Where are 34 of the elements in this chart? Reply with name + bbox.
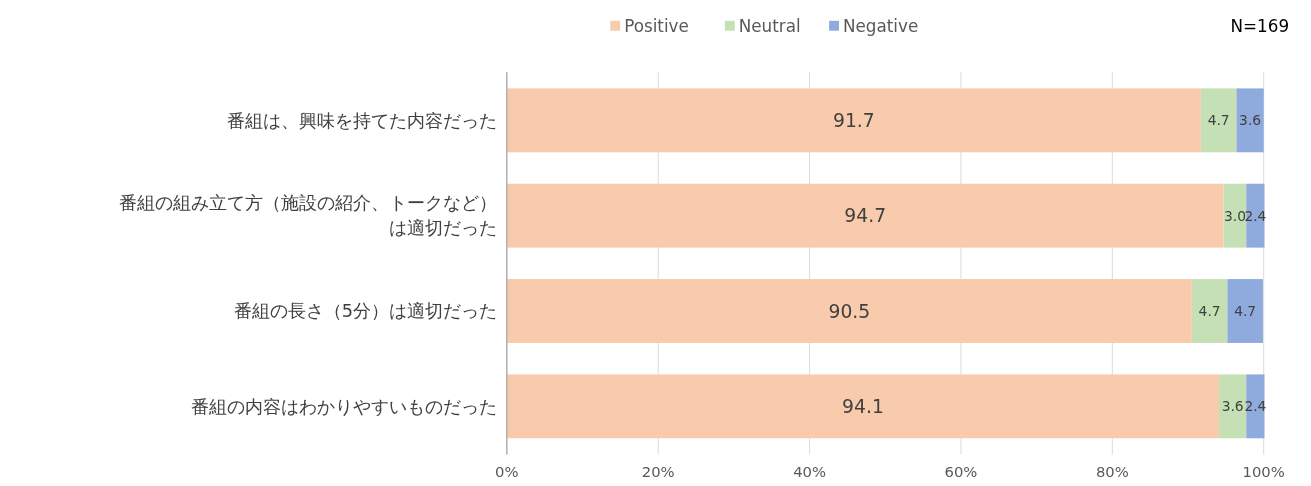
data-label: 3.0: [1223, 207, 1246, 224]
x-tick-label: 100%: [1242, 463, 1285, 481]
data-label: 94.7: [844, 205, 887, 227]
data-label: 3.6: [1221, 398, 1244, 415]
y-tick-label: 番組の長さ（5分）は適切だった: [233, 300, 497, 322]
bar: [1223, 183, 1247, 248]
data-label: 4.7: [1234, 302, 1257, 319]
x-tick-label: 60%: [944, 463, 978, 481]
x-tick-label: 20%: [641, 463, 675, 481]
data-label: 91.7: [832, 109, 875, 131]
y-tick-label: 番組の組み立て方（施設の紹介、トークなど）は適切だった: [118, 192, 497, 239]
x-tick-label: 40%: [793, 463, 827, 481]
bar: [1200, 88, 1237, 153]
text: N=169: [1230, 15, 1290, 36]
data-label: 4.7: [1207, 112, 1230, 129]
bar: [506, 183, 1224, 248]
x-tick-label: 0%: [495, 463, 519, 481]
bar: [506, 279, 1192, 343]
data-label: 3.6: [1239, 112, 1262, 129]
bar: [1191, 279, 1228, 343]
bar: [1227, 279, 1263, 343]
data-label: 94.1: [842, 395, 884, 417]
bar: [506, 88, 1201, 153]
bar: [1219, 374, 1247, 439]
y-tick-label: 番組は、興味を持てた内容だった: [226, 109, 497, 131]
bar: [1236, 88, 1264, 153]
data-label: 4.7: [1198, 302, 1221, 319]
x-tick-label: 80%: [1095, 463, 1129, 481]
y-tick-label: 番組の内容はわかりやすいものだった: [190, 395, 497, 417]
legend-label: Negative: [842, 15, 919, 36]
data-label: 90.5: [828, 300, 871, 322]
legend-label: Neutral: [738, 15, 801, 36]
legend-label: Positive: [624, 15, 689, 36]
bar: [506, 374, 1220, 439]
